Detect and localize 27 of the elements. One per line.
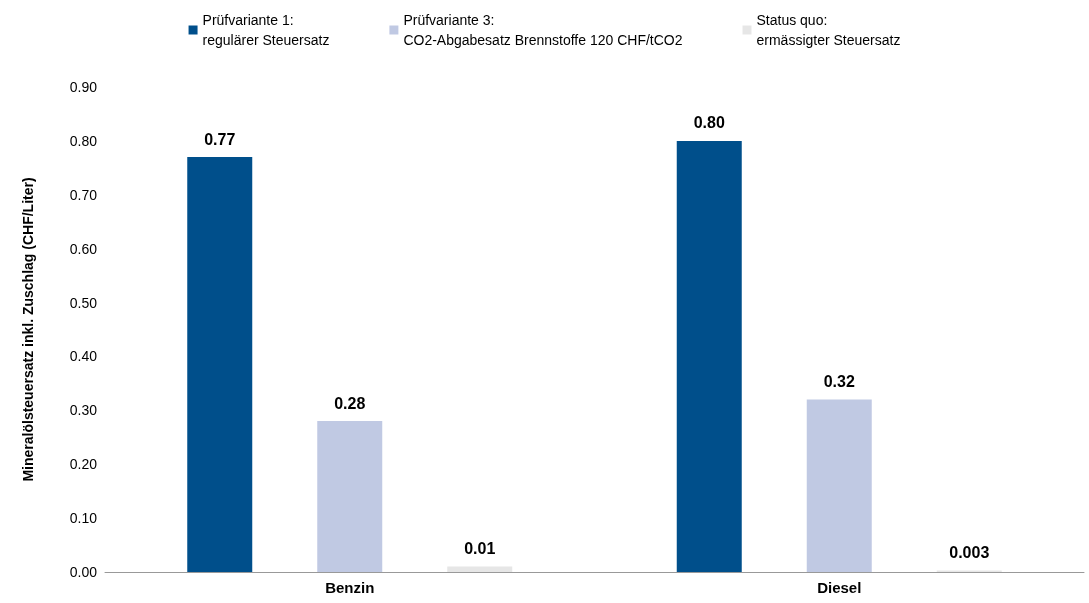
y-tick-label: 0.00 (69, 564, 98, 580)
y-tick-label: 0.30 (69, 402, 98, 419)
data-label: 0.32 (823, 373, 855, 391)
y-tick-label: 0.20 (69, 456, 98, 473)
bar (317, 421, 383, 572)
data-label: 0.28 (334, 394, 366, 412)
y-tick-label: 0.10 (69, 510, 98, 527)
y-tick-label: 0.60 (69, 240, 98, 257)
legend-label: Prüfvariante 3: CO2-Abgabesatz Brennstoffe 120 CHF/tCO2 (403, 12, 683, 48)
y-tick-label: 0.40 (69, 348, 98, 365)
legend-label: Status quo: ermässigter Steuersatz (756, 12, 901, 48)
y-tick-label: 0.90 (69, 79, 98, 95)
y-tick-label: 0.70 (69, 186, 98, 203)
data-label: 0.003 (949, 543, 990, 561)
x-tick-label: Diesel (817, 579, 862, 596)
bar (676, 140, 742, 572)
x-tick-label: Benzin (325, 579, 375, 596)
y-tick-label: 0.80 (69, 132, 98, 149)
data-label: 0.80 (693, 114, 725, 132)
bar (187, 157, 253, 572)
bar (806, 399, 872, 572)
data-label: 0.77 (204, 130, 236, 148)
data-label: 0.01 (464, 540, 496, 558)
legend-label: Prüfvariante 1: regulärer Steuersatz (202, 12, 330, 48)
bar (447, 566, 513, 572)
y-axis-title: Mineralölsteuersatz inkl. Zuschlag (CHF/Liter) (20, 177, 36, 482)
y-tick-label: 0.50 (69, 294, 98, 311)
